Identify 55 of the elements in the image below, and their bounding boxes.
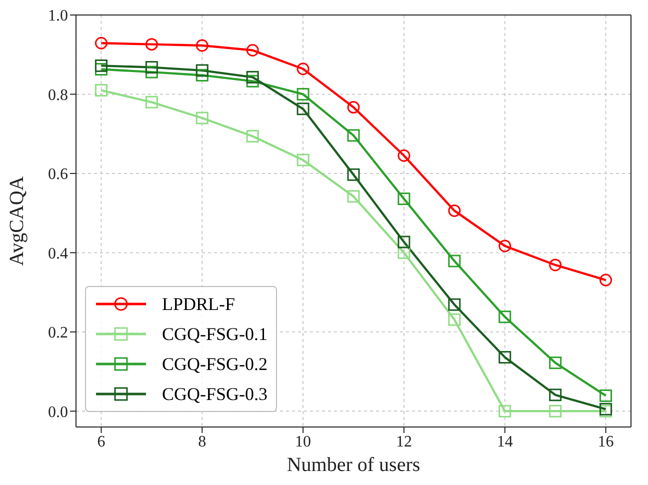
point xyxy=(145,61,158,74)
y-tick-label: 0.0 xyxy=(48,404,68,421)
point xyxy=(448,254,461,268)
point xyxy=(549,404,562,418)
point xyxy=(498,404,512,418)
point xyxy=(549,356,562,370)
point xyxy=(600,389,612,402)
point xyxy=(246,70,259,84)
point xyxy=(296,102,310,116)
point xyxy=(549,388,562,402)
x-tick-label: 6 xyxy=(97,433,106,450)
x-tick-label: 12 xyxy=(396,433,412,450)
legend-label: CGQ-FSG-0.3 xyxy=(162,384,268,404)
point xyxy=(398,149,410,162)
point xyxy=(498,351,512,364)
point xyxy=(196,64,208,77)
point xyxy=(347,168,360,181)
point xyxy=(448,204,461,217)
point xyxy=(296,62,310,76)
point xyxy=(94,59,108,72)
x-tick-label: 16 xyxy=(598,433,614,450)
y-tick-label: 0.8 xyxy=(48,86,68,104)
point xyxy=(347,190,360,203)
legend-label: CGQ-FSG-0.2 xyxy=(162,354,268,374)
x-tick-label: 14 xyxy=(496,433,513,450)
x-axis-title: Number of users xyxy=(286,454,420,476)
x-tick-label: 10 xyxy=(295,433,312,450)
point xyxy=(347,101,360,114)
point xyxy=(398,192,410,206)
point xyxy=(600,274,612,286)
point xyxy=(498,240,512,252)
point xyxy=(145,96,158,108)
point xyxy=(448,298,461,311)
y-tick-label: 0.4 xyxy=(48,245,68,262)
y-axis-title: AvgCAQA xyxy=(6,176,28,266)
point xyxy=(549,258,562,272)
point xyxy=(448,313,461,326)
point xyxy=(296,154,310,166)
point xyxy=(94,84,108,97)
x-tick-label: 8 xyxy=(198,433,206,450)
legend-label: LPDRL-F xyxy=(162,294,236,314)
point xyxy=(196,112,208,124)
point xyxy=(398,236,410,248)
point xyxy=(296,88,310,100)
point xyxy=(246,130,259,142)
point xyxy=(196,39,208,52)
point xyxy=(498,310,512,324)
y-tick-label: 0.6 xyxy=(48,166,68,184)
y-tick-label: 1.0 xyxy=(48,8,68,25)
point xyxy=(145,38,158,51)
y-tick-label: 0.2 xyxy=(48,324,68,342)
point xyxy=(347,129,360,142)
point xyxy=(246,44,259,57)
legend-label: CGQ-FSG-0.1 xyxy=(162,324,268,344)
point xyxy=(94,36,108,50)
